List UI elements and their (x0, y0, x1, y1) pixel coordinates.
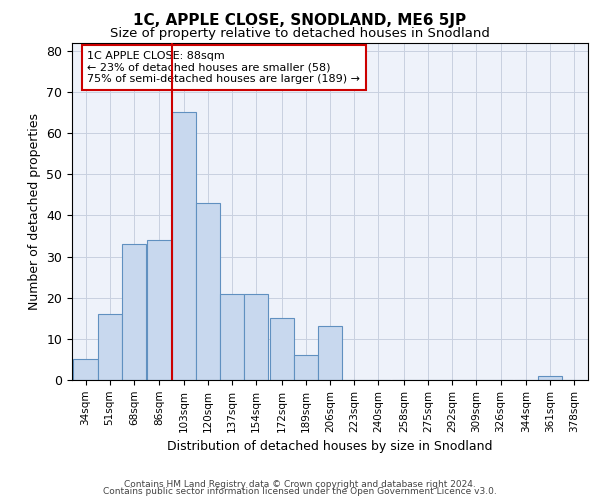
Bar (122, 244, 146, 380)
Bar (538, 376, 562, 380)
Bar (98, 314, 122, 380)
Text: 1C, APPLE CLOSE, SNODLAND, ME6 5JP: 1C, APPLE CLOSE, SNODLAND, ME6 5JP (133, 12, 467, 28)
Bar (318, 326, 342, 380)
X-axis label: Distribution of detached houses by size in Snodland: Distribution of detached houses by size … (167, 440, 493, 453)
Text: 1C APPLE CLOSE: 88sqm
← 23% of detached houses are smaller (58)
75% of semi-deta: 1C APPLE CLOSE: 88sqm ← 23% of detached … (88, 51, 361, 84)
Text: Size of property relative to detached houses in Snodland: Size of property relative to detached ho… (110, 28, 490, 40)
Bar (220, 294, 244, 380)
Y-axis label: Number of detached properties: Number of detached properties (28, 113, 41, 310)
Bar (269, 318, 294, 380)
Bar (294, 356, 318, 380)
Bar (148, 240, 172, 380)
Bar (244, 294, 268, 380)
Bar (196, 203, 220, 380)
Bar (172, 112, 196, 380)
Text: Contains HM Land Registry data © Crown copyright and database right 2024.: Contains HM Land Registry data © Crown c… (124, 480, 476, 489)
Text: Contains public sector information licensed under the Open Government Licence v3: Contains public sector information licen… (103, 487, 497, 496)
Bar (73, 360, 98, 380)
